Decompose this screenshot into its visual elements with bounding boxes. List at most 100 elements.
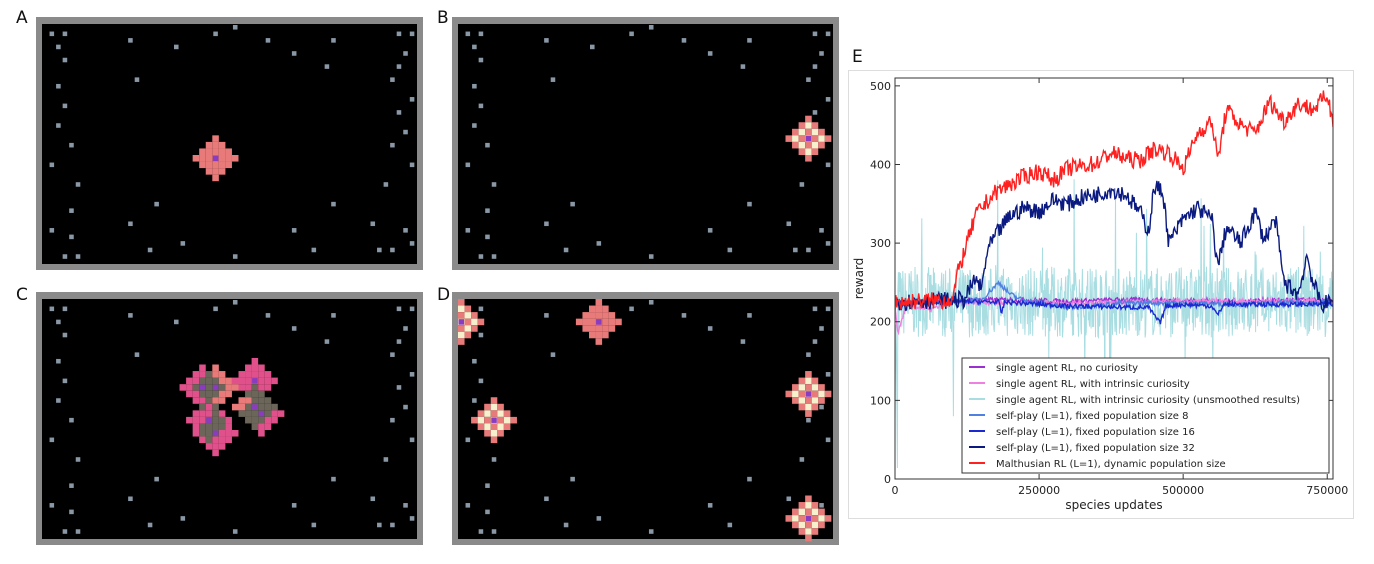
- y-tick-label: 0: [884, 473, 891, 486]
- agent-view-cell: [218, 155, 226, 162]
- agent-view-cell: [792, 397, 799, 404]
- agent-view-cell: [205, 390, 213, 398]
- apple-pellet: [128, 313, 133, 318]
- agent-view-cell: [811, 397, 819, 404]
- apple-pellet: [403, 228, 408, 233]
- agent-view-cell: [805, 534, 812, 542]
- agent-view-cell: [258, 377, 265, 385]
- apple-pellet: [128, 221, 133, 227]
- game-panel-b: [452, 17, 839, 270]
- apple-pellet: [69, 417, 74, 423]
- apple-pellet: [491, 182, 497, 187]
- agent-view-cell: [199, 397, 206, 404]
- apple-pellet: [403, 51, 408, 56]
- apple-pellet: [409, 372, 415, 377]
- agent-view-cell: [231, 403, 239, 411]
- agent-view-cell: [218, 141, 226, 149]
- apple-pellet: [134, 77, 140, 82]
- apple-pellet: [491, 457, 497, 462]
- agent-view-cell: [589, 325, 596, 332]
- apple-pellet: [544, 38, 549, 43]
- agent-view-cell: [811, 515, 819, 522]
- apple-pellet: [128, 496, 133, 502]
- agent-view-cell: [218, 410, 226, 417]
- agent-view-cell: [805, 141, 812, 149]
- agent-view-cell: [179, 384, 187, 391]
- agent-view-cell: [212, 161, 219, 169]
- apple-pellet: [69, 483, 74, 488]
- apple-pellet: [174, 44, 179, 50]
- apple-pellet: [550, 352, 556, 357]
- agent-view-cell: [225, 416, 232, 424]
- agent-view-cell: [199, 371, 206, 378]
- apple-pellet: [56, 123, 61, 128]
- agent-view-cell: [245, 371, 252, 378]
- apple-pellet: [213, 306, 218, 312]
- agent-view-cell: [811, 403, 819, 411]
- apple-pellet: [291, 228, 297, 233]
- agent-view-cell: [811, 135, 819, 142]
- apple-pellet: [472, 358, 477, 364]
- agent-view-cell: [245, 403, 252, 411]
- agent-view-cell: [258, 390, 265, 398]
- apple-pellet: [793, 247, 798, 253]
- agent-view-cell: [805, 128, 812, 136]
- apple-pellet: [147, 522, 153, 528]
- agent-view-cell: [258, 397, 265, 404]
- apple-pellet: [56, 319, 61, 325]
- apple-pellet: [786, 496, 792, 502]
- agent: [206, 417, 212, 423]
- agent-view-cell: [503, 423, 511, 430]
- apple-pellet: [727, 522, 733, 528]
- agent-view-cell: [258, 430, 265, 437]
- apple-pellet: [56, 83, 61, 89]
- agent-view-cell: [192, 430, 200, 437]
- apple-pellet: [409, 162, 415, 168]
- apple-pellet: [128, 38, 133, 43]
- agent-view-cell: [477, 416, 485, 424]
- agent-view-cell: [225, 430, 232, 437]
- agent-view-cell: [212, 390, 219, 398]
- agent-view-cell: [212, 449, 219, 457]
- apple-pellet: [56, 398, 61, 403]
- apple-pellet: [707, 51, 713, 56]
- panel-background: [458, 24, 833, 264]
- agent: [199, 384, 206, 391]
- x-tick-label: 750000: [1306, 484, 1348, 497]
- agent-view-cell: [192, 371, 200, 378]
- agent-view-cell: [805, 397, 812, 404]
- agent-view-cell: [251, 423, 259, 430]
- agent-view-cell: [818, 384, 825, 391]
- apple-pellet: [291, 326, 297, 331]
- y-tick-label: 500: [870, 80, 891, 93]
- agent-view-cell: [589, 318, 596, 326]
- agent-view-cell: [238, 403, 246, 411]
- y-tick-label: 100: [870, 394, 891, 407]
- x-tick-label: 250000: [1018, 484, 1060, 497]
- agent-view-cell: [798, 390, 806, 398]
- agent-view-cell: [251, 384, 259, 391]
- apple-pellet: [812, 110, 818, 115]
- apple-pellet: [825, 31, 831, 37]
- agent-view-cell: [811, 122, 819, 129]
- apple-pellet: [472, 44, 477, 50]
- chart-frame: [848, 70, 1354, 519]
- apple-pellet: [49, 31, 55, 37]
- plot-frame: [894, 77, 1334, 480]
- apple-pellet: [478, 529, 484, 534]
- apple-pellet: [648, 529, 654, 534]
- agent-view-cell: [798, 403, 806, 411]
- apple-pellet: [331, 201, 336, 207]
- apple-pellet: [740, 64, 746, 69]
- agent-view-cell: [205, 410, 213, 417]
- agent-view-cell: [258, 403, 265, 411]
- agent-view-cell: [271, 416, 278, 424]
- agent-view-cell: [608, 325, 616, 332]
- series-line-0: [895, 179, 1333, 469]
- apple-pellet: [563, 247, 569, 253]
- apple-pellet: [291, 503, 297, 508]
- agent-view-cell: [186, 384, 193, 391]
- apple-pellet: [812, 306, 818, 312]
- apple-pellet: [799, 457, 805, 462]
- agent-view-cell: [277, 410, 285, 417]
